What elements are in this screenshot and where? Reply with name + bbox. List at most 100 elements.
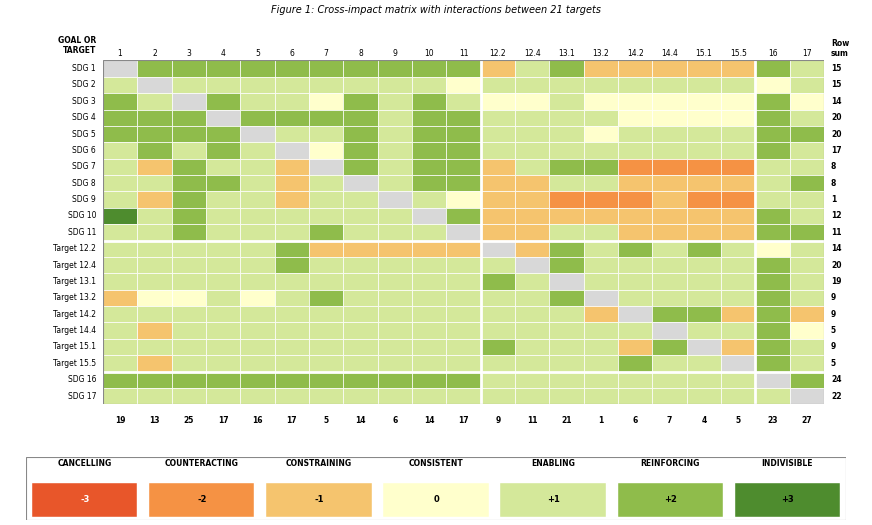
Bar bbox=[652, 240, 686, 257]
Bar bbox=[172, 306, 206, 322]
Text: 16: 16 bbox=[252, 416, 262, 425]
Bar bbox=[344, 208, 378, 224]
Bar bbox=[583, 273, 618, 290]
Text: COUNTERACTING: COUNTERACTING bbox=[165, 459, 239, 468]
Bar bbox=[755, 175, 790, 192]
Bar bbox=[241, 372, 275, 388]
Bar bbox=[241, 208, 275, 224]
Bar bbox=[755, 60, 790, 77]
Bar bbox=[378, 192, 412, 208]
Text: 2: 2 bbox=[152, 49, 157, 58]
Bar bbox=[137, 355, 172, 372]
Bar bbox=[275, 159, 309, 175]
Text: 17: 17 bbox=[802, 49, 812, 58]
Bar bbox=[686, 257, 721, 273]
Bar bbox=[309, 60, 344, 77]
Bar bbox=[275, 175, 309, 192]
Bar bbox=[549, 273, 583, 290]
Bar bbox=[515, 240, 549, 257]
Bar bbox=[137, 110, 172, 126]
Bar bbox=[652, 93, 686, 110]
Bar bbox=[480, 126, 515, 142]
Text: SDG 7: SDG 7 bbox=[72, 162, 96, 171]
Text: 15.5: 15.5 bbox=[730, 49, 746, 58]
Bar bbox=[103, 290, 137, 306]
Text: ENABLING: ENABLING bbox=[531, 459, 575, 468]
Bar bbox=[446, 60, 480, 77]
Bar bbox=[549, 175, 583, 192]
Bar bbox=[103, 208, 137, 224]
Bar bbox=[103, 142, 137, 159]
Bar bbox=[137, 192, 172, 208]
Bar bbox=[241, 126, 275, 142]
Bar bbox=[652, 322, 686, 339]
Bar bbox=[583, 306, 618, 322]
Bar bbox=[137, 60, 172, 77]
Bar bbox=[241, 77, 275, 93]
Text: +2: +2 bbox=[664, 496, 677, 505]
Bar bbox=[241, 290, 275, 306]
Text: SDG 6: SDG 6 bbox=[72, 146, 96, 155]
Bar bbox=[241, 355, 275, 372]
Bar bbox=[721, 77, 755, 93]
Bar bbox=[686, 224, 721, 240]
Bar bbox=[686, 60, 721, 77]
Bar bbox=[378, 126, 412, 142]
Bar bbox=[583, 388, 618, 404]
Text: 13.1: 13.1 bbox=[558, 49, 575, 58]
Bar bbox=[721, 339, 755, 355]
Bar bbox=[618, 322, 652, 339]
Bar bbox=[206, 290, 241, 306]
Bar bbox=[549, 339, 583, 355]
Bar bbox=[103, 388, 137, 404]
Text: CANCELLING: CANCELLING bbox=[58, 459, 112, 468]
Text: 15: 15 bbox=[831, 64, 841, 73]
Text: Target 15.1: Target 15.1 bbox=[53, 342, 96, 351]
Bar bbox=[686, 192, 721, 208]
Text: 19: 19 bbox=[831, 277, 841, 286]
Bar bbox=[515, 322, 549, 339]
Text: GOAL OR
TARGET: GOAL OR TARGET bbox=[58, 36, 96, 56]
Text: SDG 16: SDG 16 bbox=[67, 375, 96, 384]
Bar bbox=[412, 192, 446, 208]
Bar bbox=[309, 175, 344, 192]
Bar bbox=[378, 77, 412, 93]
Text: 11: 11 bbox=[459, 49, 468, 58]
Bar bbox=[549, 142, 583, 159]
Text: 6: 6 bbox=[632, 416, 637, 425]
Bar bbox=[446, 110, 480, 126]
Bar bbox=[515, 257, 549, 273]
Bar bbox=[790, 192, 824, 208]
Bar bbox=[446, 192, 480, 208]
Text: 13: 13 bbox=[149, 416, 160, 425]
Bar bbox=[344, 175, 378, 192]
Bar bbox=[206, 60, 241, 77]
Bar bbox=[412, 372, 446, 388]
Bar bbox=[721, 372, 755, 388]
Bar bbox=[549, 192, 583, 208]
Bar bbox=[446, 126, 480, 142]
Text: -2: -2 bbox=[197, 496, 207, 505]
Text: 16: 16 bbox=[767, 49, 777, 58]
Bar bbox=[652, 208, 686, 224]
Bar bbox=[652, 355, 686, 372]
Bar bbox=[446, 240, 480, 257]
Bar bbox=[721, 257, 755, 273]
Bar bbox=[344, 142, 378, 159]
Bar bbox=[652, 77, 686, 93]
Bar bbox=[549, 93, 583, 110]
Bar bbox=[412, 208, 446, 224]
Bar bbox=[755, 110, 790, 126]
Bar bbox=[103, 175, 137, 192]
Bar bbox=[241, 175, 275, 192]
Bar bbox=[412, 77, 446, 93]
Text: 9: 9 bbox=[831, 342, 836, 351]
Bar bbox=[755, 290, 790, 306]
Bar bbox=[241, 224, 275, 240]
Bar bbox=[344, 159, 378, 175]
Bar bbox=[755, 339, 790, 355]
Bar bbox=[721, 306, 755, 322]
Text: SDG 3: SDG 3 bbox=[72, 97, 96, 106]
Bar bbox=[309, 126, 344, 142]
Text: 5: 5 bbox=[324, 416, 329, 425]
